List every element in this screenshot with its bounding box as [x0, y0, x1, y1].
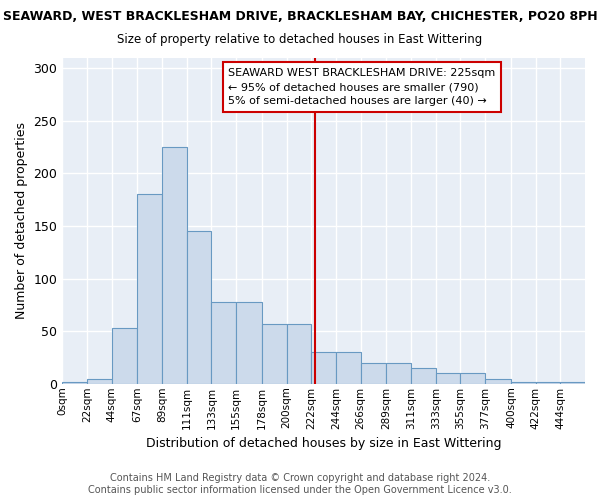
Bar: [485, 378, 511, 384]
Bar: [460, 373, 485, 384]
Bar: [187, 231, 211, 384]
Bar: [411, 368, 436, 384]
Text: SEAWARD WEST BRACKLESHAM DRIVE: 225sqm
← 95% of detached houses are smaller (790: SEAWARD WEST BRACKLESHAM DRIVE: 225sqm ←…: [229, 68, 496, 106]
Bar: [336, 352, 361, 384]
Bar: [262, 324, 287, 384]
Y-axis label: Number of detached properties: Number of detached properties: [15, 122, 28, 319]
Bar: [112, 328, 137, 384]
Bar: [436, 373, 460, 384]
Bar: [511, 382, 536, 384]
Bar: [386, 362, 411, 384]
Bar: [536, 382, 560, 384]
Bar: [287, 324, 311, 384]
Bar: [162, 147, 187, 384]
Bar: [236, 302, 262, 384]
Bar: [211, 302, 236, 384]
Text: SEAWARD, WEST BRACKLESHAM DRIVE, BRACKLESHAM BAY, CHICHESTER, PO20 8PH: SEAWARD, WEST BRACKLESHAM DRIVE, BRACKLE…: [2, 10, 598, 23]
Bar: [560, 382, 585, 384]
Bar: [87, 378, 112, 384]
X-axis label: Distribution of detached houses by size in East Wittering: Distribution of detached houses by size …: [146, 437, 502, 450]
Bar: [311, 352, 336, 384]
Text: Contains HM Land Registry data © Crown copyright and database right 2024.
Contai: Contains HM Land Registry data © Crown c…: [88, 474, 512, 495]
Bar: [361, 362, 386, 384]
Text: Size of property relative to detached houses in East Wittering: Size of property relative to detached ho…: [118, 32, 482, 46]
Bar: [137, 194, 162, 384]
Bar: [62, 382, 87, 384]
